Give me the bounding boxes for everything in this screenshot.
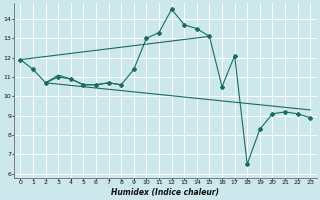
X-axis label: Humidex (Indice chaleur): Humidex (Indice chaleur) [111,188,219,197]
